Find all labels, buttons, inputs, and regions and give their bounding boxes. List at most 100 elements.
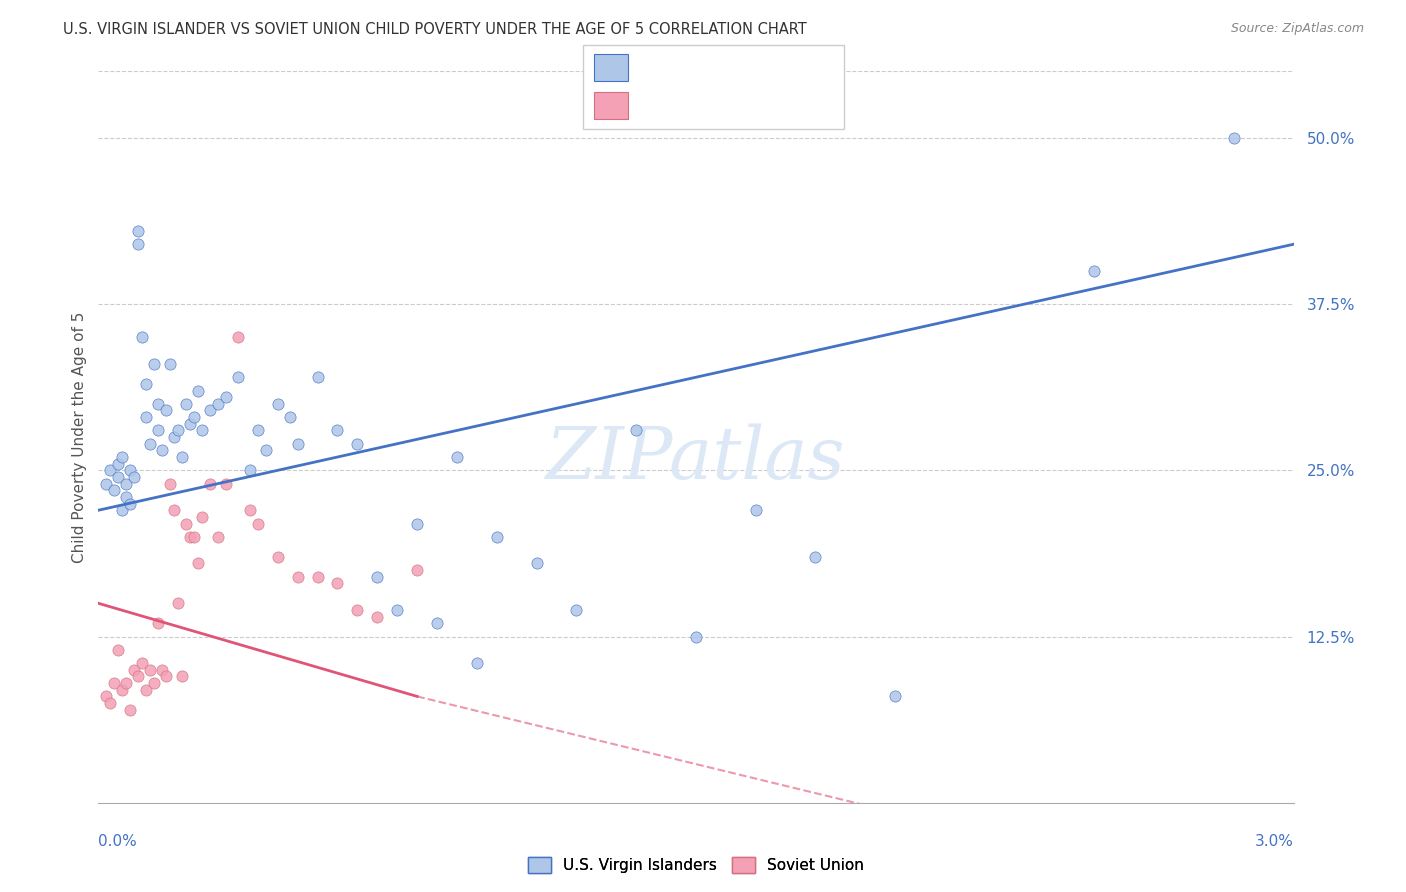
Point	[207, 530, 229, 544]
Point	[267, 549, 290, 564]
Y-axis label: Child Poverty Under the Age of 5: Child Poverty Under the Age of 5	[72, 311, 87, 563]
Point	[884, 690, 907, 704]
Point	[124, 470, 146, 484]
Point	[127, 237, 149, 252]
Point	[148, 397, 170, 411]
Text: 38: 38	[801, 98, 823, 113]
Point	[685, 630, 707, 644]
Point	[120, 463, 142, 477]
Point	[226, 330, 249, 344]
Point	[346, 436, 368, 450]
Point	[107, 643, 129, 657]
Point	[465, 656, 488, 670]
Point	[278, 410, 301, 425]
Point	[172, 450, 194, 464]
Point	[120, 703, 142, 717]
Point	[155, 403, 177, 417]
Point	[406, 563, 429, 577]
Point	[143, 676, 166, 690]
Point	[127, 669, 149, 683]
Point	[115, 676, 138, 690]
Point	[111, 682, 134, 697]
Text: U.S. VIRGIN ISLANDER VS SOVIET UNION CHILD POVERTY UNDER THE AGE OF 5 CORRELATIO: U.S. VIRGIN ISLANDER VS SOVIET UNION CHI…	[63, 22, 807, 37]
Point	[159, 476, 181, 491]
Point	[346, 603, 368, 617]
Point	[307, 570, 329, 584]
Point	[385, 603, 409, 617]
Point	[226, 370, 249, 384]
Point	[103, 483, 125, 498]
Point	[246, 516, 269, 531]
Point	[1083, 264, 1105, 278]
Text: N =: N =	[752, 98, 789, 113]
Point	[198, 476, 221, 491]
Point	[287, 570, 309, 584]
Point	[107, 470, 129, 484]
Text: R =: R =	[638, 60, 673, 75]
Point	[239, 503, 262, 517]
Text: 3.0%: 3.0%	[1254, 834, 1294, 849]
Point	[406, 516, 429, 531]
FancyBboxPatch shape	[593, 54, 627, 81]
Text: -0.179: -0.179	[688, 98, 740, 113]
Text: ZIPatlas: ZIPatlas	[546, 424, 846, 494]
Point	[96, 476, 118, 491]
Point	[96, 690, 118, 704]
Point	[187, 384, 209, 398]
Point	[426, 616, 449, 631]
Point	[103, 676, 125, 690]
Point	[191, 509, 214, 524]
Point	[115, 490, 138, 504]
Point	[139, 663, 162, 677]
FancyBboxPatch shape	[593, 92, 627, 120]
Point	[239, 463, 262, 477]
Point	[120, 497, 142, 511]
Point	[150, 443, 173, 458]
Point	[183, 410, 205, 425]
Point	[135, 376, 157, 391]
Point	[246, 424, 269, 438]
Point	[179, 530, 201, 544]
Point	[111, 450, 134, 464]
Point	[135, 410, 157, 425]
Point	[148, 616, 170, 631]
Point	[127, 224, 149, 238]
Point	[131, 330, 153, 344]
Point	[159, 357, 181, 371]
Point	[107, 457, 129, 471]
Text: Source: ZipAtlas.com: Source: ZipAtlas.com	[1230, 22, 1364, 36]
Point	[148, 424, 170, 438]
Point	[98, 463, 122, 477]
Point	[307, 370, 329, 384]
Text: R =: R =	[638, 98, 673, 113]
Text: N =: N =	[752, 60, 789, 75]
Point	[150, 663, 173, 677]
Point	[174, 397, 197, 411]
Point	[139, 436, 162, 450]
Point	[143, 357, 166, 371]
Text: 0.336: 0.336	[693, 60, 738, 75]
Point	[366, 570, 388, 584]
Point	[326, 424, 349, 438]
Point	[167, 596, 190, 610]
Point	[804, 549, 827, 564]
Point	[98, 696, 122, 710]
Point	[624, 424, 647, 438]
Point	[198, 403, 221, 417]
Point	[366, 609, 388, 624]
Point	[446, 450, 468, 464]
Point	[163, 503, 186, 517]
Point	[267, 397, 290, 411]
Point	[179, 417, 201, 431]
Point	[326, 576, 349, 591]
Point	[115, 476, 138, 491]
Point	[485, 530, 508, 544]
Point	[174, 516, 197, 531]
Point	[111, 503, 134, 517]
Point	[287, 436, 309, 450]
Point	[565, 603, 588, 617]
Point	[172, 669, 194, 683]
Point	[163, 430, 186, 444]
Point	[187, 557, 209, 571]
Point	[135, 682, 157, 697]
